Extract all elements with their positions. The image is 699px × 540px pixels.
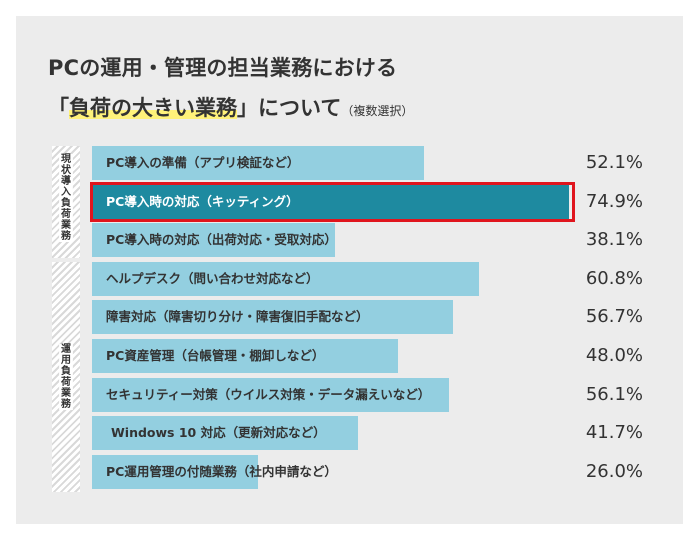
bar-5	[92, 339, 398, 373]
bar-6	[92, 378, 449, 412]
group-label-current-text: 現状導入負荷業務	[59, 154, 73, 242]
bar-3	[92, 262, 479, 296]
value-label-8: 26.0%	[585, 461, 643, 482]
bar-2	[92, 223, 335, 257]
title-note: （複数選択）	[341, 104, 414, 118]
highlight-frame	[90, 182, 575, 222]
title-rest: について	[258, 96, 342, 120]
bar-0	[92, 146, 424, 180]
value-label-4: 56.7%	[585, 306, 643, 327]
bar-7	[92, 416, 358, 450]
group-band-operation: 運用負荷業務	[52, 262, 80, 492]
bar-1	[92, 185, 569, 219]
value-label-5: 48.0%	[585, 345, 643, 366]
chart-title-line2: 「負荷の大きい業務」について（複数選択）	[48, 92, 413, 122]
value-label-7: 41.7%	[585, 422, 643, 443]
group-label-operation: 運用負荷業務	[52, 344, 80, 410]
bar-8	[92, 455, 258, 489]
bar-label-2: PC導入時の対応（出荷対応・受取対応）	[106, 232, 337, 247]
bar-label-8: PC運用管理の付随業務（社内申請など）	[106, 464, 337, 479]
group-band-current: 現状導入負荷業務	[52, 146, 80, 258]
title-highlight: 負荷の大きい業務	[69, 96, 237, 120]
bar-4	[92, 300, 453, 334]
value-label-2: 38.1%	[585, 229, 643, 250]
bar-label-4: 障害対応（障害切り分け・障害復旧手配など）	[106, 309, 369, 324]
group-label-operation-text: 運用負荷業務	[59, 344, 73, 410]
bar-label-0: PC導入の準備（アプリ検証など）	[106, 155, 300, 170]
value-label-0: 52.1%	[585, 152, 643, 173]
title-bracket-open: 「	[48, 96, 69, 120]
bar-label-3: ヘルプデスク（問い合わせ対応など）	[106, 271, 319, 286]
bar-label-6: セキュリティー対策（ウイルス対策・データ漏えいなど）	[106, 387, 431, 402]
title-bracket-close: 」	[237, 96, 258, 120]
bar-label-7: Windows 10 対応（更新対応など）	[111, 425, 326, 440]
group-label-current: 現状導入負荷業務	[52, 154, 80, 242]
value-label-3: 60.8%	[585, 268, 643, 289]
value-label-6: 56.1%	[585, 384, 643, 405]
chart-title-line1: PCの運用・管理の担当業務における	[48, 56, 398, 80]
value-label-1: 74.9%	[585, 191, 643, 212]
bar-label-5: PC資産管理（台帳管理・棚卸しなど）	[106, 348, 325, 363]
bar-label-1: PC導入時の対応（キッティング）	[106, 194, 299, 209]
